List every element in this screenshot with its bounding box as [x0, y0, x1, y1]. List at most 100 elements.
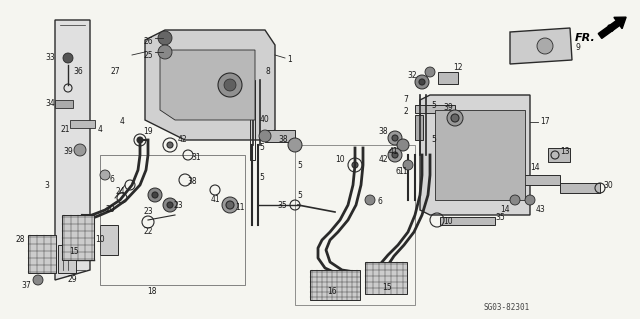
Text: 39: 39	[443, 102, 453, 112]
Text: 31: 31	[191, 153, 201, 162]
Circle shape	[148, 188, 162, 202]
Circle shape	[33, 275, 43, 285]
Text: 7: 7	[404, 95, 408, 105]
Text: 14: 14	[530, 164, 540, 173]
Text: 41: 41	[210, 196, 220, 204]
Circle shape	[415, 75, 429, 89]
Text: 23: 23	[143, 207, 153, 217]
Text: 5: 5	[431, 136, 436, 145]
Circle shape	[224, 79, 236, 91]
Circle shape	[425, 67, 435, 77]
Text: 4: 4	[97, 125, 102, 135]
Text: 5: 5	[431, 100, 436, 109]
Circle shape	[226, 201, 234, 209]
Text: 6: 6	[378, 197, 383, 206]
Text: 10: 10	[95, 235, 105, 244]
Circle shape	[388, 131, 402, 145]
Circle shape	[167, 142, 173, 148]
Text: 26: 26	[143, 38, 153, 47]
Text: 24: 24	[115, 188, 125, 197]
Text: 15: 15	[69, 248, 79, 256]
Bar	[295, 145, 415, 305]
Text: 37: 37	[21, 281, 31, 291]
Bar	[415, 105, 455, 113]
Text: 32: 32	[407, 70, 417, 79]
Text: 15: 15	[382, 283, 392, 292]
Text: 29: 29	[67, 276, 77, 285]
Bar	[100, 155, 245, 285]
Text: 38: 38	[378, 128, 388, 137]
Text: 6: 6	[109, 175, 115, 184]
Polygon shape	[510, 28, 572, 64]
Text: 18: 18	[147, 287, 157, 296]
Bar	[440, 217, 495, 225]
Circle shape	[163, 198, 177, 212]
Polygon shape	[145, 30, 275, 140]
Text: 25: 25	[143, 50, 153, 60]
Polygon shape	[435, 110, 525, 200]
Circle shape	[352, 162, 358, 168]
FancyArrow shape	[598, 17, 626, 38]
Text: 38: 38	[278, 136, 288, 145]
Circle shape	[74, 144, 86, 156]
Bar	[70, 120, 95, 128]
Text: 30: 30	[603, 181, 613, 189]
Text: 23: 23	[173, 201, 183, 210]
Circle shape	[525, 195, 535, 205]
Circle shape	[63, 53, 73, 63]
Circle shape	[218, 73, 242, 97]
Text: SG03-82301: SG03-82301	[483, 303, 529, 313]
Text: 38: 38	[187, 177, 197, 187]
Circle shape	[451, 114, 459, 122]
Text: 41: 41	[388, 147, 398, 157]
Text: 5: 5	[298, 160, 303, 169]
Bar	[365, 262, 407, 294]
Text: FR.: FR.	[575, 33, 596, 43]
Text: 5: 5	[260, 174, 264, 182]
Polygon shape	[160, 50, 255, 120]
Bar	[548, 148, 570, 162]
Circle shape	[392, 152, 398, 158]
Bar	[55, 100, 73, 108]
Bar	[265, 130, 295, 142]
Text: 35: 35	[495, 213, 505, 222]
Text: 6: 6	[396, 167, 401, 176]
Circle shape	[447, 110, 463, 126]
Text: 19: 19	[143, 128, 153, 137]
Text: 10: 10	[335, 155, 345, 165]
Text: 27: 27	[110, 68, 120, 77]
Circle shape	[222, 197, 238, 213]
Bar	[560, 183, 600, 193]
Bar	[415, 115, 423, 140]
Text: 22: 22	[143, 227, 153, 236]
Circle shape	[392, 135, 398, 141]
Text: 21: 21	[60, 125, 70, 135]
Circle shape	[288, 138, 302, 152]
Text: 5: 5	[298, 190, 303, 199]
Text: 43: 43	[535, 205, 545, 214]
Text: 16: 16	[327, 287, 337, 296]
Text: 11: 11	[236, 204, 244, 212]
Circle shape	[365, 195, 375, 205]
Text: 10: 10	[443, 218, 453, 226]
Circle shape	[537, 38, 553, 54]
Text: 40: 40	[260, 115, 270, 124]
Text: 13: 13	[560, 147, 570, 157]
Bar	[28, 235, 56, 273]
Text: 1: 1	[287, 56, 292, 64]
Circle shape	[167, 202, 173, 208]
Bar	[250, 80, 255, 160]
Text: 5: 5	[260, 144, 264, 152]
Bar	[100, 225, 118, 255]
Circle shape	[158, 31, 172, 45]
Circle shape	[388, 148, 402, 162]
Text: 2: 2	[404, 108, 408, 116]
Text: 3: 3	[45, 181, 49, 189]
Text: 33: 33	[45, 54, 55, 63]
Bar	[510, 175, 560, 185]
Text: 35: 35	[277, 201, 287, 210]
Circle shape	[137, 137, 143, 143]
Text: 39: 39	[63, 147, 73, 157]
Bar	[62, 215, 94, 260]
Circle shape	[259, 130, 271, 142]
